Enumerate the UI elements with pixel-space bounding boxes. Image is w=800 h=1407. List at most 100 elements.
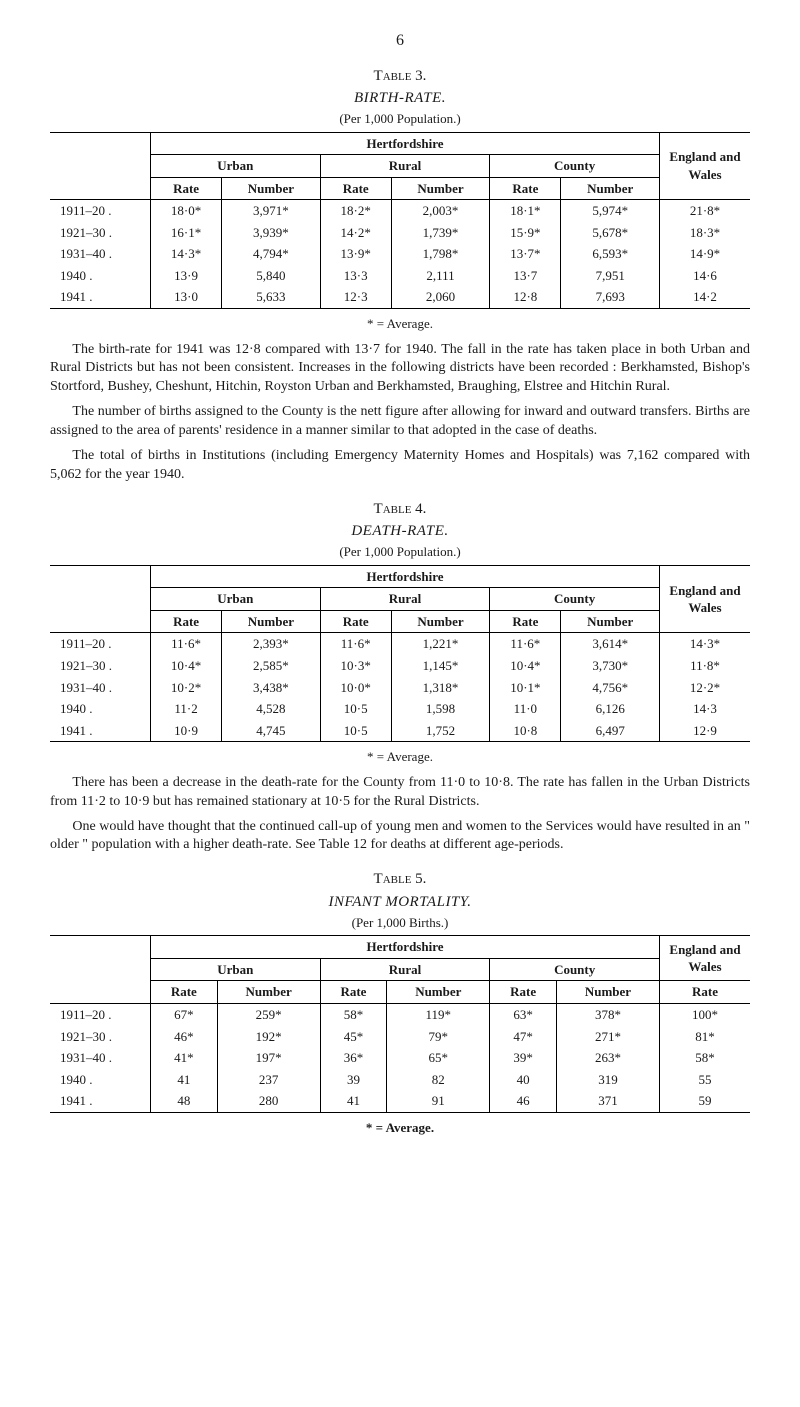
paragraph-4: There has been a decrease in the death-r… (50, 774, 750, 812)
table-cell: 11·6* (490, 633, 561, 655)
table-cell: 13·3 (320, 265, 391, 287)
table-cell: 3,939* (222, 222, 320, 244)
table-cell: 5,678* (561, 222, 660, 244)
table-cell: 1941 . (50, 720, 151, 742)
table-cell: 10·5 (320, 698, 391, 720)
table-cell: 259* (217, 1004, 320, 1026)
table-cell: 6,126 (561, 698, 660, 720)
table-row: 1940 .11·24,52810·51,59811·06,12614·3 (50, 698, 750, 720)
table-cell: 100* (660, 1004, 751, 1026)
table-cell: 1931–40 . (50, 1047, 151, 1069)
table-cell: 3,614* (561, 633, 660, 655)
table-cell: 14·9* (660, 243, 751, 265)
table-cell: 13·7 (490, 265, 561, 287)
rural-header: Rural (320, 155, 490, 178)
table-cell: 7,693 (561, 286, 660, 308)
table5: Hertfordshire England and Wales Urban Ru… (50, 935, 750, 1112)
table4-body: 1911–20 .11·6*2,393*11·6*1,221*11·6*3,61… (50, 633, 750, 742)
table-cell: 7,951 (561, 265, 660, 287)
table-cell: 1921–30 . (50, 655, 151, 677)
table-cell: 11·6* (151, 633, 222, 655)
table4: Hertfordshire England and Wales Urban Ru… (50, 565, 750, 742)
rural-header: Rural (320, 958, 490, 981)
table-cell: 18·3* (660, 222, 751, 244)
table-cell: 13·0 (151, 286, 222, 308)
table-cell: 65* (387, 1047, 490, 1069)
table-cell: 1,145* (391, 655, 489, 677)
col-rate: Rate (151, 610, 222, 633)
table3-body: 1911–20 .18·0*3,971*18·2*2,003*18·1*5,97… (50, 200, 750, 309)
table-cell: 378* (556, 1004, 659, 1026)
table-cell: 263* (556, 1047, 659, 1069)
table-cell: 271* (556, 1026, 659, 1048)
table3-subtitle: (Per 1,000 Population.) (50, 110, 750, 128)
table-cell: 1911–20 . (50, 633, 151, 655)
table-cell: 16·1* (151, 222, 222, 244)
table-row: 1931–40 .41*197*36*65*39*263*58* (50, 1047, 750, 1069)
col-rate: Rate (151, 981, 218, 1004)
table-cell: 4,794* (222, 243, 320, 265)
paragraph-5: One would have thought that the continue… (50, 818, 750, 856)
paragraph-2: The number of births assigned to the Cou… (50, 403, 750, 441)
table-cell: 14·6 (660, 265, 751, 287)
table-row: 1911–20 .67*259*58*119*63*378*100* (50, 1004, 750, 1026)
table-cell: 10·3* (320, 655, 391, 677)
paragraph-1: The birth-rate for 1941 was 12·8 compare… (50, 341, 750, 398)
table-cell: 1921–30 . (50, 222, 151, 244)
table-cell: 1,598 (391, 698, 489, 720)
col-number: Number (556, 981, 659, 1004)
table-cell: 58* (320, 1004, 387, 1026)
table-cell: 10·4* (490, 655, 561, 677)
table-cell: 319 (556, 1069, 659, 1091)
table-cell: 13·9* (320, 243, 391, 265)
herts-header: Hertfordshire (151, 936, 660, 959)
table-row: 1911–20 .11·6*2,393*11·6*1,221*11·6*3,61… (50, 633, 750, 655)
table-cell: 4,756* (561, 677, 660, 699)
table3-note: * = Average. (50, 315, 750, 333)
table-cell: 14·2 (660, 286, 751, 308)
table-cell: 48 (151, 1090, 218, 1112)
table-cell: 67* (151, 1004, 218, 1026)
table-cell: 81* (660, 1026, 751, 1048)
table5-body: 1911–20 .67*259*58*119*63*378*100*1921–3… (50, 1004, 750, 1113)
table-cell: 1940 . (50, 698, 151, 720)
table-cell: 79* (387, 1026, 490, 1048)
table-cell: 41* (151, 1047, 218, 1069)
table-cell: 12·9 (660, 720, 751, 742)
table-cell: 1,752 (391, 720, 489, 742)
county-header: County (490, 155, 660, 178)
col-number: Number (217, 981, 320, 1004)
col-number: Number (561, 610, 660, 633)
table-cell: 1941 . (50, 1090, 151, 1112)
table-cell: 10·5 (320, 720, 391, 742)
table-cell: 2,393* (222, 633, 320, 655)
table-cell: 82 (387, 1069, 490, 1091)
col-rate: Rate (490, 981, 557, 1004)
rural-header: Rural (320, 588, 490, 611)
col-number: Number (222, 177, 320, 200)
table-cell: 14·3* (151, 243, 222, 265)
table-row: 1940 .4123739824031955 (50, 1069, 750, 1091)
table-cell: 1,739* (391, 222, 489, 244)
table-cell: 1941 . (50, 286, 151, 308)
col-rate: Rate (320, 981, 387, 1004)
table-cell: 2,111 (391, 265, 489, 287)
table4-note: * = Average. (50, 748, 750, 766)
table-cell: 10·8 (490, 720, 561, 742)
col-number: Number (391, 610, 489, 633)
table-cell: 5,633 (222, 286, 320, 308)
table-cell: 14·2* (320, 222, 391, 244)
table-cell: 1931–40 . (50, 677, 151, 699)
table-cell: 1940 . (50, 265, 151, 287)
table-cell: 119* (387, 1004, 490, 1026)
table-cell: 21·8* (660, 200, 751, 222)
table-cell: 40 (490, 1069, 557, 1091)
col-rate: Rate (320, 177, 391, 200)
table-cell: 3,730* (561, 655, 660, 677)
table-cell: 192* (217, 1026, 320, 1048)
herts-header: Hertfordshire (151, 565, 660, 588)
col-rate: Rate (151, 177, 222, 200)
col-rate: Rate (490, 177, 561, 200)
ew-header: England and Wales (660, 132, 751, 200)
table-cell: 12·2* (660, 677, 751, 699)
